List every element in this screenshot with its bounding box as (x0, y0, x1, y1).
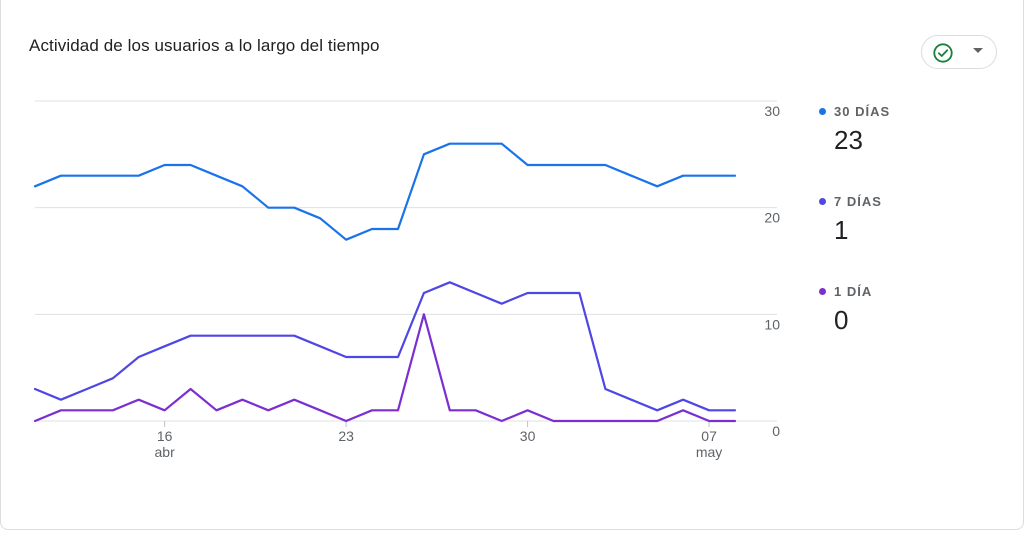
status-dropdown-button[interactable] (921, 35, 997, 69)
legend-label-30-days: 30 DÍAS (834, 104, 891, 119)
x-tick-label: 07 (701, 428, 717, 444)
x-tick-sublabel: may (696, 444, 722, 460)
legend-value-30-days: 23 (834, 125, 863, 155)
legend-dot-1-day (819, 288, 826, 295)
card-title: Actividad de los usuarios a lo largo del… (29, 36, 380, 55)
y-tick-label: 10 (764, 316, 780, 332)
legend-1-day: 1 DÍA 0 (819, 284, 872, 336)
y-tick-label: 30 (764, 103, 780, 119)
series-line-30-days (33, 142, 737, 241)
caret-down-icon (973, 48, 983, 53)
legend-dot-7-days (819, 198, 826, 205)
x-tick-label: 16 (157, 428, 173, 444)
check-circle-icon (933, 43, 953, 63)
legend-label-1-day: 1 DÍA (834, 284, 873, 299)
series-line-7-days (33, 281, 737, 412)
legend-value-7-days: 1 (834, 215, 849, 245)
legend-7-days: 7 DÍAS 1 (819, 194, 882, 246)
x-tick-label: 30 (520, 428, 536, 444)
x-tick-sublabel: abr (155, 444, 176, 460)
legend-30-days: 30 DÍAS 23 (819, 104, 890, 156)
x-tick-label: 23 (338, 428, 354, 444)
series-line-1-day (33, 313, 737, 423)
legend-label-7-days: 7 DÍAS (834, 194, 882, 209)
legend-value-1-day: 0 (834, 305, 849, 335)
y-tick-label: 20 (764, 210, 780, 226)
y-tick-label: 0 (772, 423, 780, 439)
legend-dot-30-days (819, 108, 826, 115)
